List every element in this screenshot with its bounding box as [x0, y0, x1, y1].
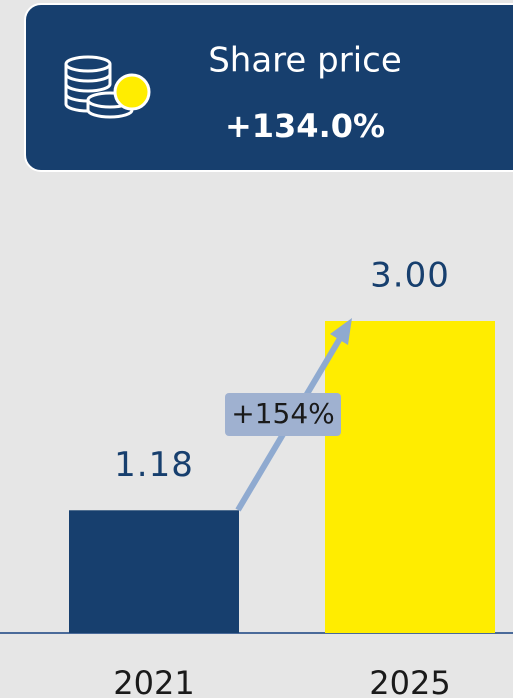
header-box: [24, 3, 513, 172]
arrow-head: [330, 318, 352, 345]
x-tick-label: 2021: [113, 664, 194, 698]
bar: [69, 510, 239, 633]
bar: [325, 321, 495, 633]
chart-subtitle: +134.0%: [225, 107, 385, 145]
x-tick-label: 2025: [369, 664, 450, 698]
annotation-box: [225, 393, 341, 436]
value-label: 1.18: [114, 445, 194, 485]
annotation: +154%: [231, 397, 335, 430]
value-label: 3.00: [370, 256, 450, 296]
coins-icon: [64, 55, 151, 119]
chart-title: Share price: [208, 41, 402, 81]
